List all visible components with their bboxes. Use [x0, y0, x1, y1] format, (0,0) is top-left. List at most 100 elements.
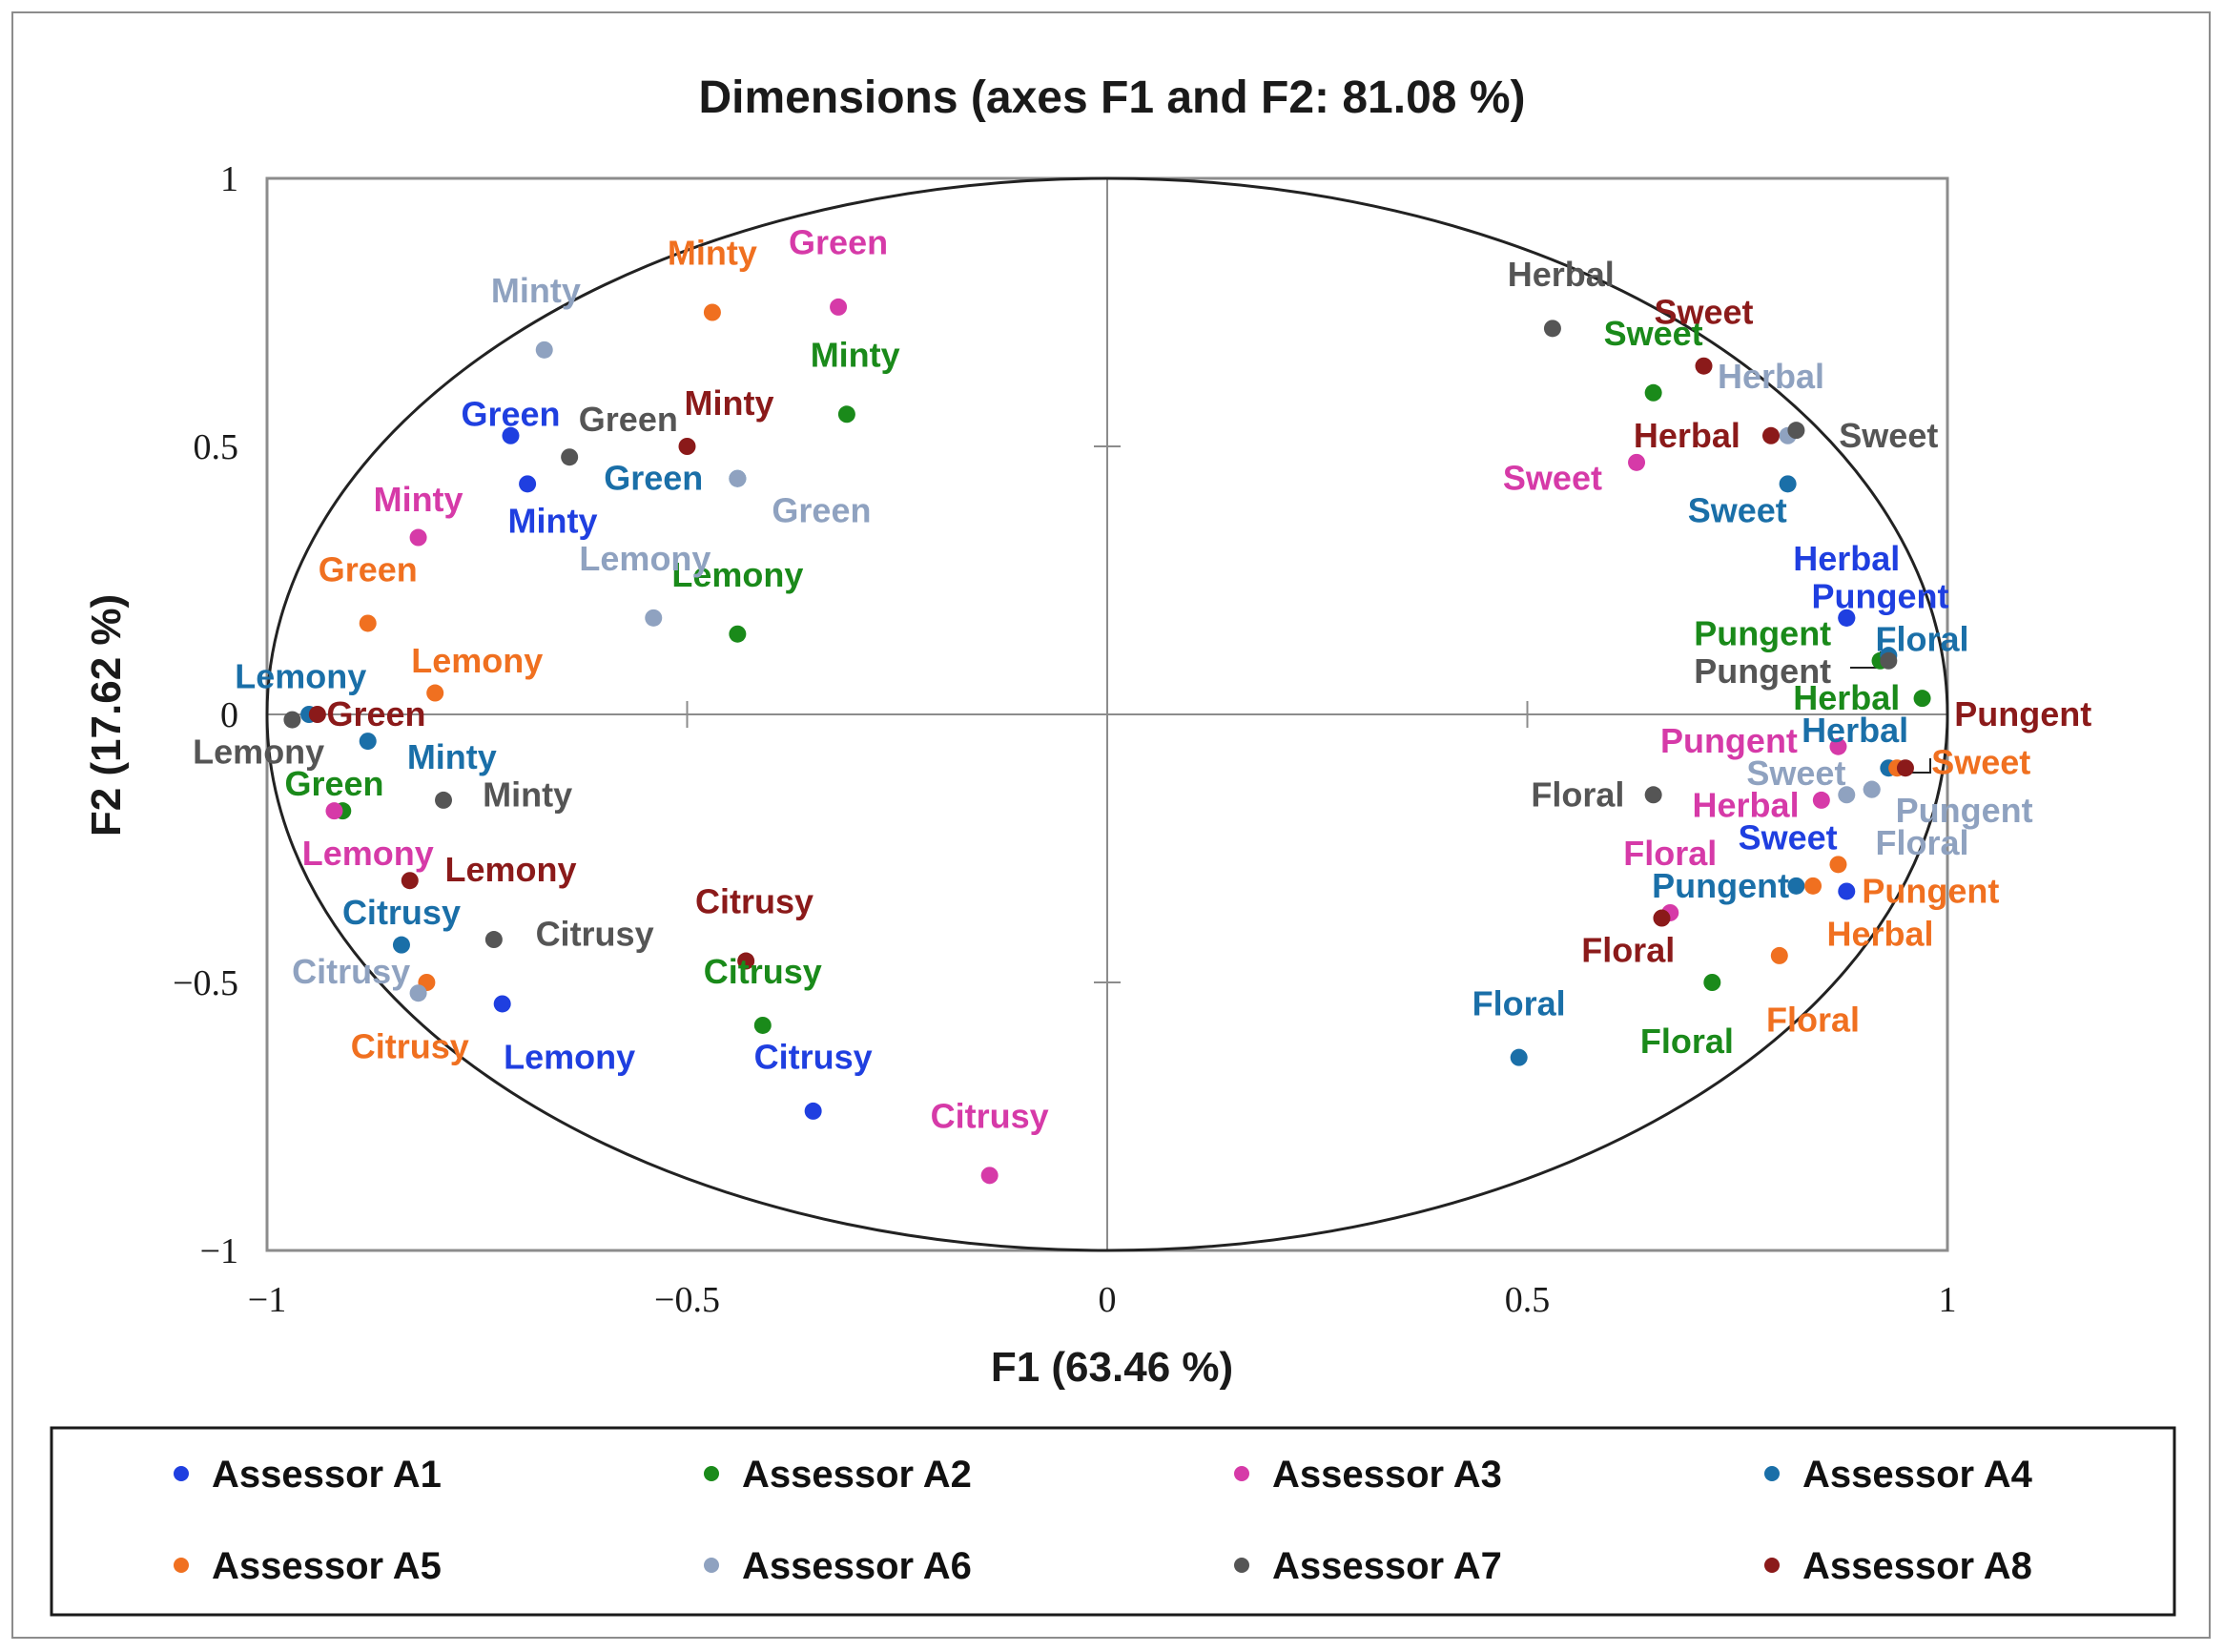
label-a3-citrusy: Citrusy [931, 1097, 1049, 1136]
point-a3-green [830, 298, 848, 316]
point-a2-sweet [1644, 383, 1662, 402]
legend-marker-a4 [1764, 1466, 1780, 1481]
legend-label-a5: Assessor A5 [212, 1545, 442, 1587]
label-a6-minty: Minty [491, 271, 581, 310]
label-a1-herbal: Herbal [1793, 539, 1900, 578]
label-a1-lemony: Lemony [504, 1038, 635, 1077]
point-a5-herbal [1770, 946, 1788, 964]
legend-marker-a1 [174, 1466, 189, 1481]
point-a1-minty [519, 475, 537, 493]
point-a8-pungent [1896, 759, 1914, 777]
point-a3-sweet [1628, 453, 1646, 471]
label-a2-green: Green [284, 764, 383, 803]
point-a5-minty [703, 303, 721, 321]
label-a4-floral: Floral [1472, 983, 1566, 1022]
point-a7-green [561, 448, 579, 466]
point-a7-pungent [1880, 651, 1898, 670]
label-a8-pungent: Pungent [1954, 694, 2091, 733]
point-a8-green [308, 706, 326, 723]
point-a3-herbal [1812, 791, 1830, 809]
label-a7-floral: Floral [1531, 774, 1624, 814]
legend-label-a6: Assessor A6 [742, 1545, 972, 1587]
point-a8-sweet [1695, 357, 1713, 375]
label-a3-sweet: Sweet [1503, 459, 1602, 498]
point-a4-floral [1510, 1048, 1528, 1066]
point-a2-floral [1703, 974, 1721, 991]
point-a1-citrusy [804, 1102, 822, 1120]
label-a1-citrusy: Citrusy [754, 1038, 873, 1077]
x-tick-label: −1 [248, 1280, 286, 1320]
point-a5-green [359, 614, 377, 632]
point-a8-floral [1653, 909, 1671, 927]
chart-title: Dimensions (axes F1 and F2: 81.08 %) [699, 72, 1526, 123]
y-tick-label: 0.5 [194, 427, 239, 467]
legend-marker-a5 [174, 1558, 189, 1573]
label-a4-citrusy: Citrusy [342, 893, 461, 932]
point-a8-citrusy [737, 952, 755, 970]
point-a6-minty [535, 341, 553, 359]
label-a8-herbal: Herbal [1634, 416, 1740, 455]
label-a5-green: Green [319, 549, 418, 589]
point-a1-pungent [1838, 609, 1856, 627]
point-a2-lemony [729, 625, 747, 643]
label-a8-green: Green [327, 694, 426, 733]
x-tick-label: 0 [1099, 1280, 1117, 1320]
label-a2-pungent: Pungent [1694, 614, 1831, 653]
point-a3-minty [409, 528, 427, 547]
point-a7-minty [435, 791, 453, 809]
figure-frame [11, 11, 2211, 1639]
legend: Assessor A1 Assessor A2 Assessor A3 Assesso… [174, 1454, 2033, 1587]
label-a2-floral: Floral [1640, 1022, 1734, 1061]
label-a6-lemony: Lemony [579, 539, 710, 578]
point-a2-herbal [1913, 690, 1931, 708]
label-a7-pungent: Pungent [1694, 651, 1831, 691]
point-a8-lemony [401, 872, 419, 890]
label-a5-citrusy: Citrusy [351, 1026, 469, 1065]
y-tick-label: −1 [200, 1231, 238, 1271]
label-a4-lemony: Lemony [235, 657, 366, 696]
point-a7-citrusy [484, 931, 503, 949]
axis-ticks [686, 445, 1529, 983]
legend-marker-a7 [1234, 1558, 1249, 1573]
label-a1-sweet: Sweet [1739, 817, 1838, 857]
label-a6-floral: Floral [1876, 823, 1969, 862]
y-tick-label: 0 [220, 695, 238, 735]
point-a5-floral [1804, 877, 1822, 895]
label-a1-green: Green [461, 394, 560, 433]
label-a2-lemony: Lemony [671, 555, 803, 594]
x-tick-label: −0.5 [654, 1280, 720, 1320]
point-a4-citrusy [392, 936, 410, 954]
label-a4-floral: Floral [1876, 619, 1969, 658]
point-a1-green [502, 426, 520, 444]
x-axis-label: F1 (63.46 %) [991, 1344, 1233, 1391]
label-a6-sweet: Sweet [1746, 754, 1845, 793]
legend-label-a1: Assessor A1 [212, 1454, 442, 1496]
point-a7-sweet [1787, 422, 1805, 440]
legend-label-a3: Assessor A3 [1272, 1454, 1502, 1496]
label-a3-lemony: Lemony [302, 834, 434, 873]
point-a6-green [729, 469, 747, 487]
legend-label-a7: Assessor A7 [1272, 1545, 1502, 1587]
label-a7-citrusy: Citrusy [536, 914, 654, 953]
legend-label-a4: Assessor A4 [1802, 1454, 2033, 1496]
legend-label-a8: Assessor A8 [1802, 1545, 2032, 1587]
label-a3-green: Green [789, 222, 888, 261]
label-a1-minty: Minty [508, 502, 598, 541]
tick-labels: −1 −0.5 0 0.5 1 −1 −0.5 0 0.5 1 [173, 159, 1956, 1320]
point-a4-pungent [1787, 877, 1805, 895]
label-a6-citrusy: Citrusy [292, 952, 410, 991]
label-a7-sweet: Sweet [1839, 416, 1938, 455]
label-a7-herbal: Herbal [1508, 255, 1615, 294]
legend-marker-a3 [1234, 1466, 1249, 1481]
label-a8-lemony: Lemony [444, 850, 576, 889]
label-a4-sweet: Sweet [1688, 490, 1787, 529]
label-a6-pungent: Pungent [1896, 791, 2033, 830]
point-a1-sweet [1838, 882, 1856, 900]
legend-marker-a2 [704, 1466, 719, 1481]
label-a7-lemony: Lemony [193, 732, 324, 771]
label-a5-lemony: Lemony [411, 641, 543, 680]
legend-marker-a8 [1764, 1558, 1780, 1573]
label-a3-minty: Minty [374, 480, 463, 519]
